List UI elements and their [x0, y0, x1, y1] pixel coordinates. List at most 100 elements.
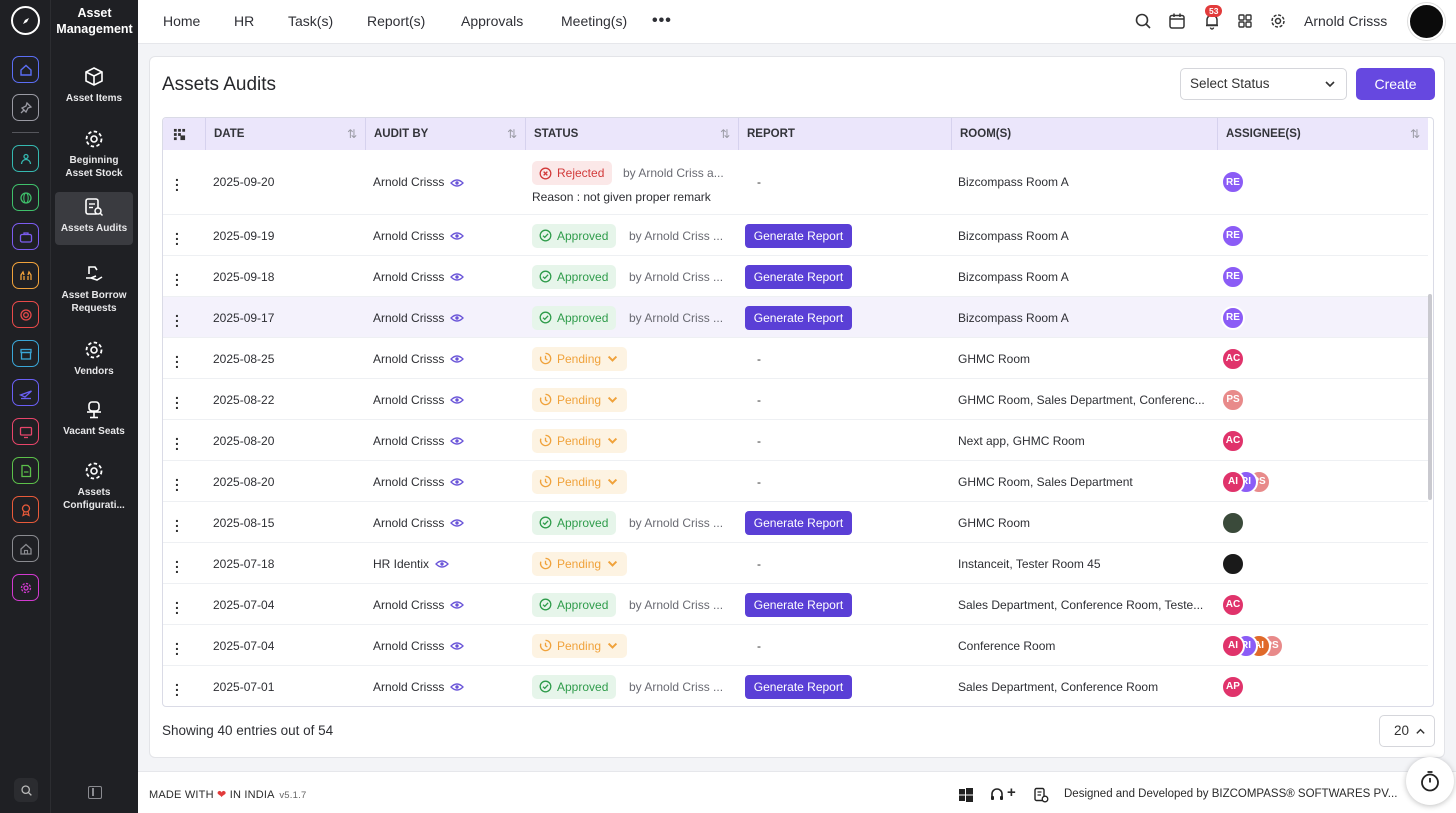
settings-gear-icon[interactable]: [1268, 11, 1288, 31]
nav-link-hr[interactable]: HR: [234, 13, 255, 29]
compass-logo-icon[interactable]: [11, 6, 40, 35]
table-row[interactable]: ... 2025-08-25 Arnold Crisss Pending - GHMC R…: [163, 338, 1428, 379]
eye-icon[interactable]: [450, 354, 465, 364]
briefcase-icon[interactable]: [12, 223, 39, 250]
document-icon[interactable]: [12, 457, 39, 484]
generate-report-button[interactable]: Generate Report: [745, 592, 852, 617]
column-header-status[interactable]: STATUS ⇅: [526, 118, 739, 150]
generate-report-button[interactable]: Generate Report: [745, 305, 852, 330]
table-row[interactable]: ... 2025-07-04 Arnold Crisss Pending - Confer…: [163, 625, 1428, 666]
home-outline-icon[interactable]: [12, 535, 39, 562]
nav-link-home[interactable]: Home: [163, 13, 201, 29]
monitor-icon[interactable]: [12, 418, 39, 445]
row-actions-menu-icon[interactable]: ...: [175, 590, 179, 617]
generate-report-button[interactable]: Generate Report: [745, 510, 852, 535]
sidebar-item-vacant-seats[interactable]: Vacant Seats: [55, 395, 133, 438]
search-icon[interactable]: [1133, 11, 1153, 31]
people-icon[interactable]: [12, 145, 39, 172]
sidebar-item-beginning-asset-stock[interactable]: Beginning Asset Stock: [55, 124, 133, 180]
home-icon[interactable]: [12, 56, 39, 83]
user-name[interactable]: Arnold Crisss: [1304, 13, 1388, 29]
settings-badge-icon[interactable]: [12, 574, 39, 601]
assignee-avatar[interactable]: RE: [1221, 170, 1245, 194]
table-row[interactable]: ... 2025-09-19 Arnold Crisss Approved by Arn…: [163, 215, 1428, 256]
table-row[interactable]: ... 2025-08-15 Arnold Crisss Approved by Arn…: [163, 502, 1428, 543]
collapse-sidebar-icon[interactable]: [88, 786, 102, 799]
table-row[interactable]: ... 2025-09-18 Arnold Crisss Approved by Arn…: [163, 256, 1428, 297]
column-header-date[interactable]: DATE ⇅: [206, 118, 366, 150]
footer-company[interactable]: BIZCOMPASS® SOFTWARES PV...: [1211, 788, 1398, 800]
eye-icon[interactable]: [450, 178, 465, 188]
assignee-avatar[interactable]: AC: [1221, 592, 1245, 617]
eye-icon[interactable]: [450, 518, 465, 528]
more-menu-icon[interactable]: •••: [652, 12, 672, 29]
add-icon[interactable]: +: [1007, 784, 1016, 801]
table-row[interactable]: ... 2025-08-20 Arnold Crisss Pending - GHMC R…: [163, 461, 1428, 502]
assignee-avatar[interactable]: AC: [1221, 428, 1245, 453]
sort-icon[interactable]: ⇅: [346, 127, 357, 141]
assignee-avatar[interactable]: AI: [1221, 469, 1245, 494]
user-avatar[interactable]: [1408, 3, 1445, 40]
page-size-select[interactable]: 20: [1379, 715, 1435, 747]
status-badge[interactable]: Pending: [532, 469, 628, 494]
row-actions-menu-icon[interactable]: ...: [175, 508, 179, 535]
create-button[interactable]: Create: [1356, 68, 1435, 100]
column-settings-icon[interactable]: [163, 118, 206, 150]
eye-icon[interactable]: [450, 641, 465, 651]
assignee-avatar[interactable]: [1221, 510, 1245, 535]
plane-icon[interactable]: [12, 379, 39, 406]
assignee-avatar[interactable]: RE: [1221, 305, 1245, 330]
stopwatch-icon[interactable]: [1406, 757, 1454, 805]
sidebar-item-assets-audits[interactable]: Assets Audits: [55, 192, 133, 245]
nav-link-reports[interactable]: Report(s): [367, 13, 426, 29]
award-icon[interactable]: [12, 496, 39, 523]
eye-icon[interactable]: [450, 272, 465, 282]
nav-link-meetings[interactable]: Meeting(s): [561, 13, 628, 29]
eye-icon[interactable]: [450, 682, 465, 692]
document-settings-icon[interactable]: [1033, 787, 1049, 803]
sidebar-item-assets-configurati[interactable]: Assets Configurati...: [55, 456, 133, 512]
row-actions-menu-icon[interactable]: ...: [175, 262, 179, 289]
status-select[interactable]: Select Status: [1180, 68, 1347, 100]
sort-icon[interactable]: ⇅: [1409, 127, 1420, 141]
search-icon[interactable]: [14, 778, 38, 802]
assignee-avatar[interactable]: AI: [1221, 633, 1245, 658]
sort-icon[interactable]: ⇅: [506, 127, 517, 141]
eye-icon[interactable]: [450, 477, 465, 487]
calendar-icon[interactable]: [1167, 11, 1187, 31]
eye-icon[interactable]: [450, 600, 465, 610]
sidebar-item-vendors[interactable]: Vendors: [55, 335, 133, 378]
assignee-avatar[interactable]: [1221, 551, 1245, 576]
eye-icon[interactable]: [450, 313, 465, 323]
row-actions-menu-icon[interactable]: ...: [175, 631, 179, 658]
eye-icon[interactable]: [435, 559, 449, 569]
generate-report-button[interactable]: Generate Report: [745, 223, 852, 248]
eye-icon[interactable]: [450, 395, 465, 405]
assignee-avatar[interactable]: AC: [1221, 346, 1245, 371]
table-row[interactable]: ... 2025-07-18 HR Identix Pending - Instancei…: [163, 543, 1428, 584]
assignee-avatar[interactable]: RE: [1221, 264, 1245, 289]
eye-icon[interactable]: [450, 231, 465, 241]
sidebar-item-asset-borrow-requests[interactable]: Asset Borrow Requests: [55, 259, 133, 315]
globe-icon[interactable]: [12, 184, 39, 211]
row-actions-menu-icon[interactable]: ...: [175, 303, 179, 330]
target-icon[interactable]: [12, 301, 39, 328]
hands-icon[interactable]: [12, 262, 39, 289]
scrollbar-thumb[interactable]: [1428, 294, 1432, 500]
sidebar-item-asset-items[interactable]: Asset Items: [55, 62, 133, 105]
table-scrollbar[interactable]: [1427, 150, 1433, 706]
status-badge[interactable]: Pending: [532, 346, 628, 371]
generate-report-button[interactable]: Generate Report: [745, 674, 852, 699]
row-actions-menu-icon[interactable]: ...: [175, 549, 179, 576]
apps-grid-icon[interactable]: [1235, 11, 1255, 31]
column-header-audit-by[interactable]: AUDIT BY ⇅: [366, 118, 526, 150]
table-row[interactable]: ... 2025-07-04 Arnold Crisss Approved by Arn…: [163, 584, 1428, 625]
row-actions-menu-icon[interactable]: ...: [175, 221, 179, 248]
windows-icon[interactable]: [958, 787, 974, 803]
assignee-avatar[interactable]: PS: [1221, 387, 1245, 412]
status-badge[interactable]: Pending: [532, 633, 628, 658]
row-actions-menu-icon[interactable]: ...: [175, 426, 179, 453]
assignee-avatar[interactable]: RE: [1221, 223, 1245, 248]
eye-icon[interactable]: [450, 436, 465, 446]
archive-icon[interactable]: [12, 340, 39, 367]
